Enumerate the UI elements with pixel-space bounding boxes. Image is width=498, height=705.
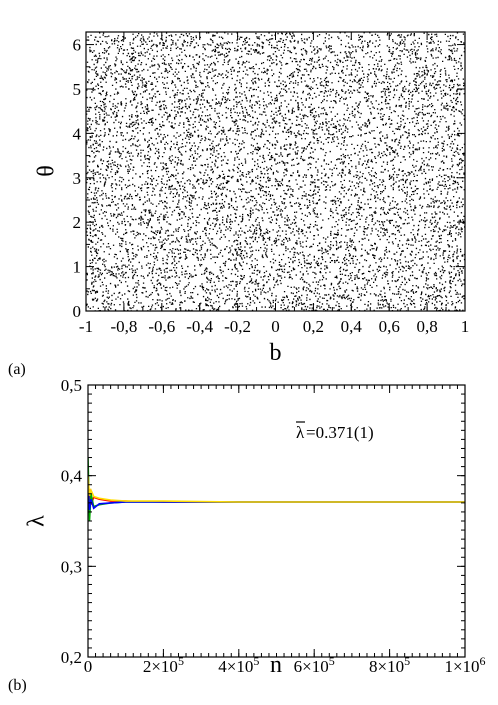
panel-b-y-tick-label: 0,2 — [61, 648, 82, 667]
tick-exponent: 5 — [329, 654, 335, 668]
panel-a-x-tick-label: 0 — [271, 317, 280, 336]
annotation-lambda-symbol: λ — [296, 423, 305, 442]
panel-b-x-tick-label: 4×105 — [218, 654, 259, 676]
panel-a-plot-area — [86, 32, 465, 311]
panel-a-y-axis-label: θ — [34, 165, 60, 177]
panel-a-x-tick-label: -0,2 — [224, 317, 251, 336]
tick-exponent: 5 — [253, 654, 259, 668]
panel-a-x-tick-label: 0,4 — [341, 317, 363, 336]
panel-a-x-tick-label: 0,6 — [379, 317, 400, 336]
panel-a-x-tick-label: 0,8 — [416, 317, 437, 336]
panel-b-x-axis-label: n — [270, 652, 282, 678]
panel-a-x-tick-label: 0,2 — [303, 317, 324, 336]
panel-a-y-tick-label: 2 — [73, 213, 82, 232]
panel-b-ticks: 0 2×105 4×105 6×105 8×105 1×106 0,2 0,3 0,4 0,5 — [61, 376, 486, 676]
panel-a-label: (a) — [8, 361, 26, 378]
panel-a-x-tick-label: -0,4 — [186, 317, 213, 336]
panel-a-y-tick-label: 0 — [73, 302, 82, 321]
panel-a-x-tick-label: 1 — [461, 317, 470, 336]
panel-b-x-tick-label: 0 — [84, 657, 93, 676]
panel-a-x-axis-label: b — [270, 340, 282, 366]
panel-a-y-tick-label: 5 — [73, 80, 82, 99]
tick-exponent: 5 — [178, 654, 184, 668]
panel-a-y-tick-label: 6 — [73, 36, 82, 55]
panel-a-x-tick-label: -1 — [79, 317, 93, 336]
panel-a-x-tick-label: -0,8 — [110, 317, 137, 336]
panel-b-x-tick-label: 1×106 — [444, 654, 485, 676]
panel-b-lyapunov: 0 2×105 4×105 6×105 8×105 1×106 0,2 0,3 0,4 0,5 n… — [8, 376, 486, 694]
panel-a-y-tick-label: 1 — [73, 258, 82, 277]
panel-b-y-axis-label: λ — [24, 515, 50, 527]
panel-b-x-tick-label: 2×105 — [143, 654, 184, 676]
annotation-mean-lambda: =0.371(1) — [306, 423, 374, 442]
lambda-series-line — [88, 475, 465, 503]
panel-a-ticks: -1 -0,8 -0,6 -0,4 -0,2 0 0,2 0,4 0,6 0,8 1 0 1 2 3 4 5 6 — [73, 32, 470, 336]
panel-a-y-tick-label: 3 — [73, 169, 82, 188]
panel-a-y-tick-label: 4 — [73, 124, 82, 143]
panel-b-y-tick-label: 0,5 — [61, 376, 82, 395]
panel-b-y-tick-label: 0,4 — [61, 467, 83, 486]
panel-b-label: (b) — [8, 677, 27, 694]
panel-b-x-tick-label: 8×105 — [369, 654, 410, 676]
panel-b-y-tick-label: 0,3 — [61, 557, 82, 576]
panel-b-plot-area — [88, 385, 465, 657]
panel-b-x-tick-label: 6×105 — [294, 654, 335, 676]
panel-a-phase-space: -1 -0,8 -0,6 -0,4 -0,2 0 0,2 0,4 0,6 0,8 10123456 … — [8, 31, 470, 378]
tick-exponent: 6 — [480, 654, 486, 668]
tick-exponent: 5 — [404, 654, 410, 668]
panel-a-x-tick-label: -0,6 — [148, 317, 175, 336]
